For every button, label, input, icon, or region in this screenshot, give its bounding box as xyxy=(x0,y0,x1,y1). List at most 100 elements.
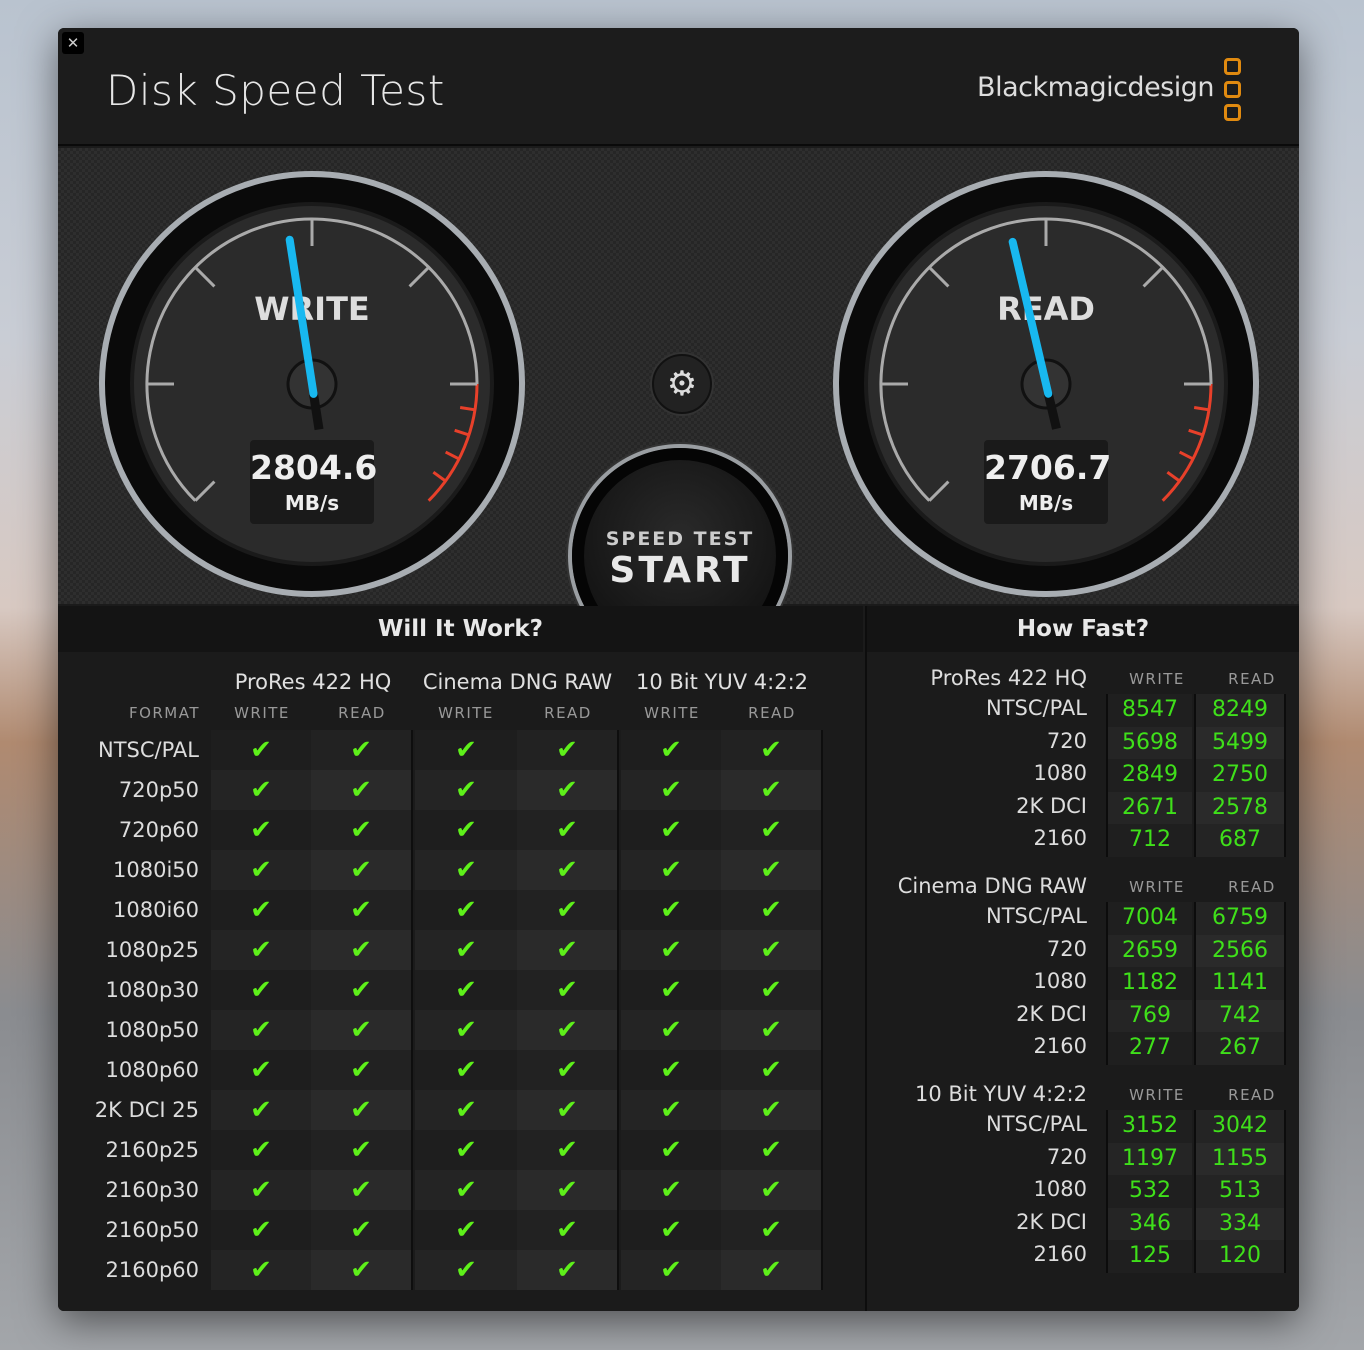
format-label: NTSC/PAL xyxy=(98,738,199,762)
gauge-redline-tick xyxy=(1166,470,1181,483)
checkmark-icon: ✔ xyxy=(311,730,413,770)
checkmark-icon: ✔ xyxy=(517,770,619,810)
checkmark-icon: ✔ xyxy=(415,1050,517,1090)
how-fast-panel: How Fast? ProRes 422 HQ WRITE READ NTSC/PAL… xyxy=(865,606,1299,1311)
codec-header: Cinema DNG RAW xyxy=(897,874,1087,898)
read-speed: 2750 xyxy=(1194,759,1286,792)
checkmark-icon: ✔ xyxy=(211,1210,311,1250)
write-speed: 2671 xyxy=(1106,791,1192,824)
checkmark-icon: ✔ xyxy=(721,810,823,850)
write-speed: 277 xyxy=(1106,1032,1192,1065)
speed-row: 2160 277 267 xyxy=(867,1032,1299,1065)
gauge-redline-tick xyxy=(459,405,476,412)
group-header: ProRes 422 HQ xyxy=(234,670,392,694)
checkmark-icon: ✔ xyxy=(621,930,721,970)
checkmark-icon: ✔ xyxy=(311,930,413,970)
checkmark-icon: ✔ xyxy=(621,1130,721,1170)
checkmark-icon: ✔ xyxy=(415,1090,517,1130)
checkmark-icon: ✔ xyxy=(211,1250,311,1290)
gauge-needle-tail xyxy=(1043,392,1061,430)
checkmark-icon: ✔ xyxy=(621,770,721,810)
gauge-redline-arc xyxy=(1161,383,1213,502)
gauge-redline-arc xyxy=(427,383,479,502)
checkmark-icon: ✔ xyxy=(311,1090,413,1130)
read-speed: 8249 xyxy=(1194,694,1286,727)
speed-row: NTSC/PAL 8547 8249 xyxy=(867,694,1299,727)
checkmark-icon: ✔ xyxy=(311,1050,413,1090)
gauge-scale-arc xyxy=(879,217,1213,502)
gauge-redline-tick xyxy=(1178,450,1194,461)
gauge-redline-tick xyxy=(444,450,460,461)
read-speed: 513 xyxy=(1194,1175,1286,1208)
codec-header: ProRes 422 HQ xyxy=(930,666,1087,690)
format-label: 720p60 xyxy=(118,818,199,842)
checkmark-icon: ✔ xyxy=(721,730,823,770)
checkmark-icon: ✔ xyxy=(415,970,517,1010)
gauge-major-tick xyxy=(194,266,216,288)
gauge-major-tick xyxy=(194,480,216,502)
read-column-header: READ xyxy=(1228,878,1276,896)
read-speed: 1155 xyxy=(1194,1142,1286,1175)
checkmark-icon: ✔ xyxy=(211,1090,311,1130)
checkmark-icon: ✔ xyxy=(621,1010,721,1050)
write-speed: 532 xyxy=(1106,1175,1192,1208)
read-column-header: READ xyxy=(748,704,796,722)
gauge-major-tick xyxy=(928,266,950,288)
format-header: FORMAT xyxy=(128,704,200,722)
app-title: Disk Speed Test xyxy=(106,66,445,115)
read-column-header: READ xyxy=(338,704,386,722)
checkmark-icon: ✔ xyxy=(311,970,413,1010)
speed-row: 1080 2849 2750 xyxy=(867,759,1299,792)
start-button-label: START xyxy=(609,550,751,591)
read-speed: 334 xyxy=(1194,1207,1286,1240)
checkmark-icon: ✔ xyxy=(311,1210,413,1250)
gauge-label: READ xyxy=(997,290,1095,328)
format-label: 2K DCI xyxy=(1016,1209,1087,1234)
read-speed: 742 xyxy=(1194,999,1286,1032)
format-label: 720 xyxy=(1046,936,1087,961)
checkmark-icon: ✔ xyxy=(415,1210,517,1250)
format-label: 1080p60 xyxy=(105,1058,200,1082)
read-column-header: READ xyxy=(1228,670,1276,688)
read-gauge: READ xyxy=(833,171,1259,597)
read-speed: 3042 xyxy=(1194,1110,1286,1143)
write-speed: 5698 xyxy=(1106,726,1192,759)
table-row: 2160p30 ✔ ✔ ✔ ✔ ✔ ✔ xyxy=(58,1170,863,1210)
format-label: 2160p25 xyxy=(105,1138,200,1162)
format-label: 1080p30 xyxy=(105,978,200,1002)
format-label: 720 xyxy=(1046,728,1087,753)
write-column-header: WRITE xyxy=(1129,878,1185,896)
checkmark-icon: ✔ xyxy=(517,1130,619,1170)
checkmark-icon: ✔ xyxy=(311,1250,413,1290)
blackmagic-logo-icon xyxy=(1224,58,1243,127)
checkmark-icon: ✔ xyxy=(721,1170,823,1210)
close-icon[interactable]: ✕ xyxy=(62,32,84,54)
read-speed: 120 xyxy=(1194,1240,1286,1273)
settings-button[interactable]: ⚙ xyxy=(652,354,712,414)
start-button-caption: SPEED TEST xyxy=(605,528,755,550)
write-speed: 769 xyxy=(1106,999,1192,1032)
format-label: 1080 xyxy=(1033,761,1087,785)
checkmark-icon: ✔ xyxy=(415,930,517,970)
speed-row: 2160 125 120 xyxy=(867,1240,1299,1273)
checkmark-icon: ✔ xyxy=(721,1250,823,1290)
speed-row: 2160 712 687 xyxy=(867,824,1299,857)
write-readout: 2804.6 MB/s xyxy=(250,440,377,524)
read-speed-unit: MB/s xyxy=(1018,491,1074,515)
checkmark-icon: ✔ xyxy=(517,930,619,970)
table-row: 1080p30 ✔ ✔ ✔ ✔ ✔ ✔ xyxy=(58,970,863,1010)
gauge-area: WRITE 2804.6 MB/s READ 2706.7 MB/s ⚙ SPE… xyxy=(58,148,1299,664)
checkmark-icon: ✔ xyxy=(517,1090,619,1130)
checkmark-icon: ✔ xyxy=(621,730,721,770)
format-label: 2160 xyxy=(1033,1242,1087,1266)
checkmark-icon: ✔ xyxy=(621,890,721,930)
checkmark-icon: ✔ xyxy=(517,730,619,770)
speed-row: 1080 532 513 xyxy=(867,1175,1299,1208)
gauge-major-tick xyxy=(1142,266,1164,288)
format-label: 2160p50 xyxy=(105,1218,200,1242)
group-header: 10 Bit YUV 4:2:2 xyxy=(635,670,809,694)
checkmark-icon: ✔ xyxy=(621,1170,721,1210)
disk-speed-test-window: ✕ Disk Speed Test Blackmagicdesign WRITE… xyxy=(58,28,1299,1311)
checkmark-icon: ✔ xyxy=(415,1010,517,1050)
checkmark-icon: ✔ xyxy=(517,1170,619,1210)
